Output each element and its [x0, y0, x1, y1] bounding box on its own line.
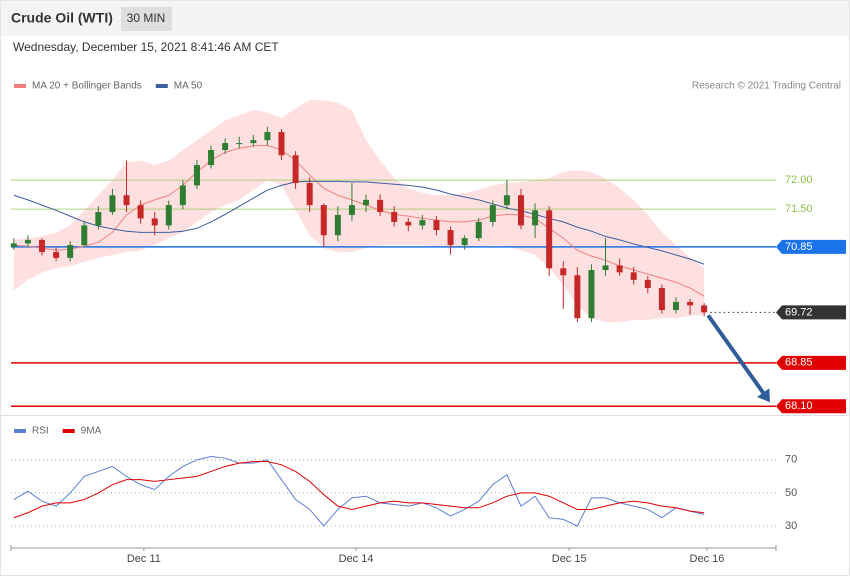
candle-body	[588, 270, 595, 319]
target-arrow-head	[757, 388, 770, 403]
legend-swatch	[14, 84, 26, 88]
candle-body	[10, 243, 17, 247]
candle-body	[377, 199, 384, 213]
candle-body	[123, 195, 130, 206]
bollinger-band	[13, 100, 705, 323]
candle-body	[236, 143, 243, 145]
x-tick-label: Dec 16	[690, 553, 725, 565]
candle-body	[489, 205, 496, 222]
x-tick-label: Dec 11	[127, 553, 161, 565]
y-tick-label: 30	[785, 520, 797, 532]
rsi-line	[13, 456, 705, 527]
candle-body	[193, 165, 200, 186]
candle-body	[165, 205, 172, 226]
candle-body	[151, 218, 158, 226]
level-badge	[776, 305, 846, 320]
candle-body	[574, 275, 581, 319]
level-label: 69.72	[785, 306, 813, 318]
candle-body	[306, 183, 313, 206]
candle-body	[447, 230, 454, 246]
candle-body	[672, 301, 679, 311]
ma-line	[13, 180, 705, 265]
candle-body	[278, 132, 285, 156]
legend-label: RSI	[32, 426, 49, 437]
candle-body	[419, 220, 426, 226]
credit: Research © 2021 Trading Central	[692, 81, 841, 92]
level-label: 72.00	[785, 174, 813, 186]
ma-line	[13, 144, 705, 297]
candle-body	[475, 221, 482, 239]
legend-label: MA 20 + Bollinger Bands	[32, 81, 142, 92]
candle-body	[532, 210, 539, 226]
interval-badge	[121, 7, 172, 31]
timestamp: Wednesday, December 15, 2021 8:41:46 AM …	[13, 40, 279, 54]
candle-body	[292, 155, 299, 184]
candle-body	[222, 143, 229, 151]
candle-body	[546, 210, 553, 269]
candle-body	[334, 214, 341, 236]
level-badge	[776, 355, 846, 370]
candle-body	[503, 195, 510, 206]
candle-body	[38, 239, 45, 253]
candle-body	[264, 132, 271, 141]
legend-swatch	[14, 429, 26, 433]
candle-body	[179, 185, 186, 206]
legend-label: MA 50	[174, 81, 203, 92]
candle-body	[109, 195, 116, 213]
candle-body	[687, 301, 694, 306]
level-badge	[776, 399, 846, 414]
x-tick-label: Dec 14	[339, 553, 374, 565]
candle-body	[363, 199, 370, 206]
candle-body	[95, 212, 102, 226]
candle-body	[616, 265, 623, 273]
candle-body	[461, 238, 468, 246]
candle-body	[250, 140, 257, 144]
y-tick-label: 50	[785, 487, 797, 499]
x-tick-label: Dec 15	[552, 553, 587, 565]
legend-label: 9MA	[81, 426, 102, 437]
y-tick-label: 70	[785, 454, 797, 466]
candle-body	[81, 225, 88, 246]
candle-body	[320, 205, 327, 236]
level-label: 71.50	[785, 203, 813, 215]
candle-body	[348, 205, 355, 215]
instrument: Crude Oil (WTI)	[11, 10, 113, 26]
level-badge	[776, 239, 846, 254]
candle-body	[602, 265, 609, 271]
level-label: 68.10	[785, 400, 813, 412]
candle-body	[518, 195, 524, 226]
candle-body	[391, 212, 398, 222]
rsi-line	[13, 460, 705, 519]
candle-body	[433, 220, 440, 231]
candle-body	[405, 221, 412, 226]
legend-swatch	[155, 84, 168, 88]
legend-swatch	[62, 429, 75, 433]
level-label: 68.85	[785, 357, 813, 369]
target-arrow	[706, 314, 766, 396]
candle-body	[630, 272, 637, 280]
interval: 30 MIN	[127, 11, 166, 25]
candle-body	[644, 279, 651, 289]
level-label: 70.85	[785, 241, 813, 253]
candle-body	[67, 245, 74, 258]
candle-body	[24, 239, 31, 244]
candle-body	[658, 288, 665, 311]
candle-body	[53, 252, 60, 258]
candle-body	[137, 205, 144, 219]
candle-body	[560, 268, 567, 276]
candle-body	[701, 305, 708, 313]
candle-body	[208, 150, 215, 166]
